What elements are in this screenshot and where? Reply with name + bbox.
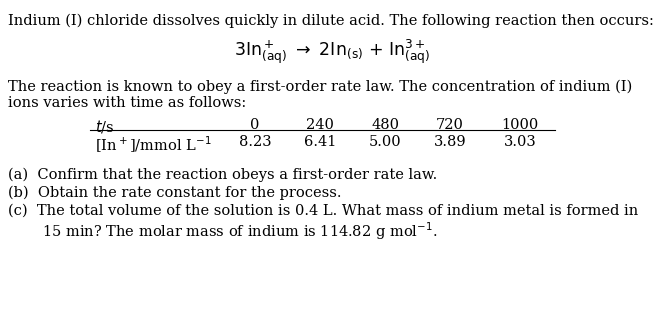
Text: 0: 0 — [250, 118, 260, 132]
Text: (a)  Confirm that the reaction obeys a first-order rate law.: (a) Confirm that the reaction obeys a fi… — [8, 168, 438, 182]
Text: 3.03: 3.03 — [503, 135, 537, 149]
Text: Indium (I) chloride dissolves quickly in dilute acid. The following reaction the: Indium (I) chloride dissolves quickly in… — [8, 14, 654, 28]
Text: 1000: 1000 — [501, 118, 539, 132]
Text: ions varies with time as follows:: ions varies with time as follows: — [8, 96, 246, 110]
Text: 6.41: 6.41 — [304, 135, 336, 149]
Text: 240: 240 — [306, 118, 334, 132]
Text: (c)  The total volume of the solution is 0.4 L. What mass of indium metal is for: (c) The total volume of the solution is … — [8, 204, 638, 218]
Text: $\it{t}$/s: $\it{t}$/s — [95, 118, 114, 135]
Text: (b)  Obtain the rate constant for the process.: (b) Obtain the rate constant for the pro… — [8, 186, 341, 200]
Text: 8.23: 8.23 — [238, 135, 272, 149]
Text: 720: 720 — [436, 118, 464, 132]
Text: $\mathrm{3In^+_{(aq)}}$ $\mathrm{\rightarrow}$ $\mathrm{2In_{(s)}}$ $\mathrm{+}$: $\mathrm{3In^+_{(aq)}}$ $\mathrm{\righta… — [234, 38, 430, 66]
Text: [In$^+$]/mmol L$^{-1}$: [In$^+$]/mmol L$^{-1}$ — [95, 135, 212, 155]
Text: 3.89: 3.89 — [434, 135, 466, 149]
Text: 15 min? The molar mass of indium is 114.82 g mol$^{-1}$.: 15 min? The molar mass of indium is 114.… — [42, 220, 438, 242]
Text: 5.00: 5.00 — [369, 135, 401, 149]
Text: 480: 480 — [371, 118, 399, 132]
Text: The reaction is known to obey a first-order rate law. The concentration of indiu: The reaction is known to obey a first-or… — [8, 80, 632, 95]
